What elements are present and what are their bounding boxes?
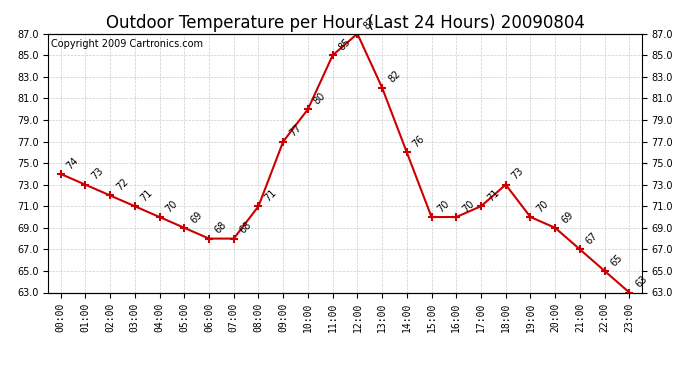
Text: 69: 69	[188, 209, 204, 225]
Title: Outdoor Temperature per Hour (Last 24 Hours) 20090804: Outdoor Temperature per Hour (Last 24 Ho…	[106, 14, 584, 32]
Text: 71: 71	[485, 188, 501, 204]
Text: 65: 65	[609, 252, 624, 268]
Text: 80: 80	[312, 91, 328, 106]
Text: 71: 71	[139, 188, 155, 204]
Text: 68: 68	[213, 220, 229, 236]
Text: 71: 71	[263, 188, 279, 204]
Text: 74: 74	[65, 155, 81, 171]
Text: 76: 76	[411, 134, 427, 150]
Text: 73: 73	[510, 166, 526, 182]
Text: 70: 70	[435, 198, 451, 214]
Text: 68: 68	[238, 220, 254, 236]
Text: 63: 63	[633, 274, 649, 290]
Text: 69: 69	[560, 209, 575, 225]
Text: 67: 67	[584, 231, 600, 247]
Text: 70: 70	[164, 198, 179, 214]
Text: 85: 85	[337, 37, 353, 52]
Text: 70: 70	[535, 198, 551, 214]
Text: Copyright 2009 Cartronics.com: Copyright 2009 Cartronics.com	[51, 39, 204, 49]
Text: 77: 77	[287, 123, 304, 139]
Text: 72: 72	[115, 177, 130, 193]
Text: 82: 82	[386, 69, 402, 85]
Text: 70: 70	[460, 198, 476, 214]
Text: 73: 73	[90, 166, 106, 182]
Text: 87: 87	[362, 15, 377, 31]
